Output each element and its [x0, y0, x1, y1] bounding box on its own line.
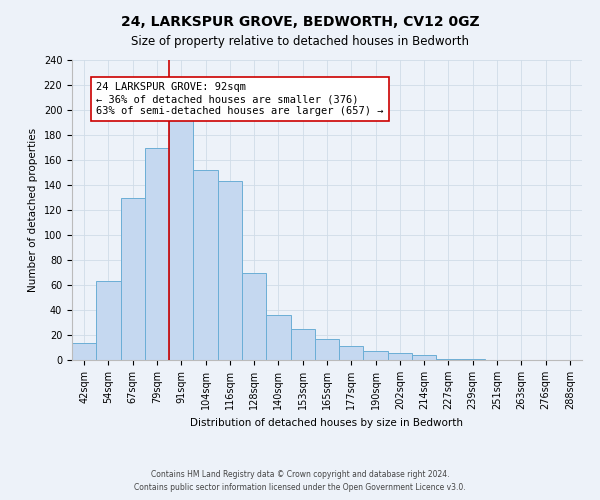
Bar — [242, 272, 266, 360]
Y-axis label: Number of detached properties: Number of detached properties — [28, 128, 38, 292]
Bar — [290, 329, 315, 360]
Bar — [339, 346, 364, 360]
Bar — [72, 342, 96, 360]
Bar — [193, 170, 218, 360]
X-axis label: Distribution of detached houses by size in Bedworth: Distribution of detached houses by size … — [191, 418, 464, 428]
Bar — [412, 355, 436, 360]
Bar — [218, 181, 242, 360]
Bar — [266, 315, 290, 360]
Text: Size of property relative to detached houses in Bedworth: Size of property relative to detached ho… — [131, 35, 469, 48]
Bar — [364, 351, 388, 360]
Text: 24 LARKSPUR GROVE: 92sqm
← 36% of detached houses are smaller (376)
63% of semi-: 24 LARKSPUR GROVE: 92sqm ← 36% of detach… — [96, 82, 384, 116]
Bar — [121, 198, 145, 360]
Text: Contains HM Land Registry data © Crown copyright and database right 2024.
Contai: Contains HM Land Registry data © Crown c… — [134, 470, 466, 492]
Bar — [436, 359, 461, 360]
Bar — [169, 112, 193, 360]
Text: 24, LARKSPUR GROVE, BEDWORTH, CV12 0GZ: 24, LARKSPUR GROVE, BEDWORTH, CV12 0GZ — [121, 15, 479, 29]
Bar — [96, 281, 121, 360]
Bar — [388, 352, 412, 360]
Bar — [315, 339, 339, 360]
Bar — [461, 359, 485, 360]
Bar — [145, 148, 169, 360]
